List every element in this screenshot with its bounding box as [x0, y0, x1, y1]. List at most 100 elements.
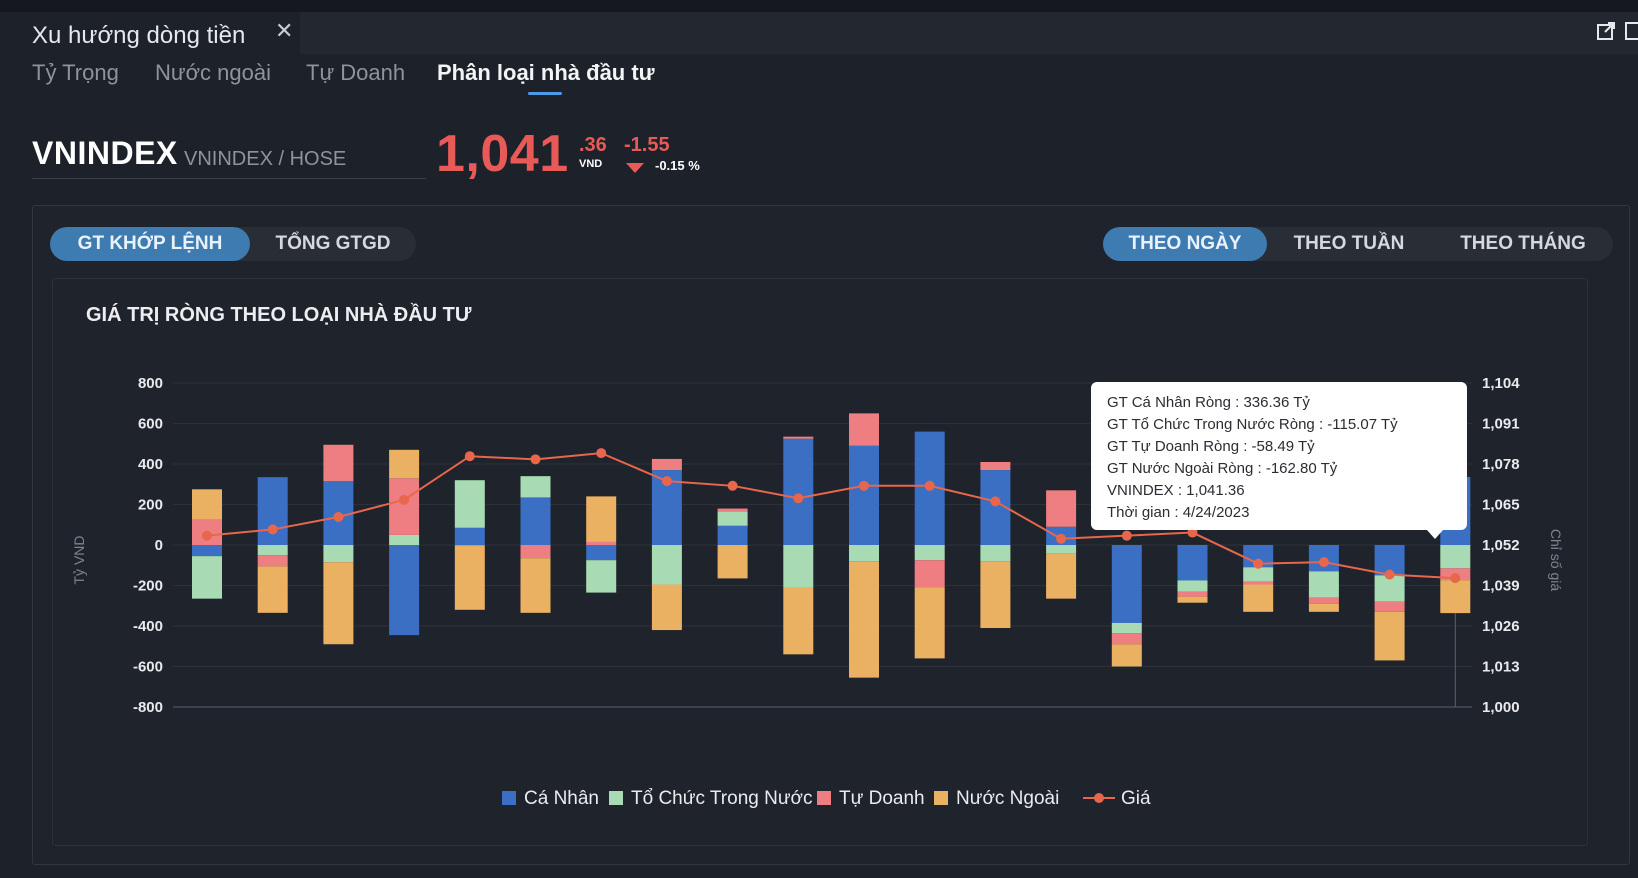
external-link-icon[interactable] [1597, 22, 1615, 40]
symbol-underline [32, 178, 426, 179]
y-tick-label: 400 [138, 456, 163, 473]
price-point [1253, 558, 1264, 569]
bar-segment [980, 545, 1011, 562]
bar-segment [1177, 596, 1208, 603]
bar-segment [586, 541, 617, 545]
bar-segment [454, 480, 485, 528]
bar-segment [849, 445, 879, 545]
bar-segment [192, 556, 222, 599]
chart-tooltip: GT Cá Nhân Ròng : 336.36 Tỷ GT Tổ Chức T… [1091, 382, 1467, 530]
theo-tuan-button[interactable]: THEO TUẦN [1293, 233, 1405, 254]
y2-tick-label: 1,039 [1482, 578, 1520, 595]
tooltip-line-nuoc-ngoai: GT Nước Ngoài Ròng : -162.80 Tỷ [1107, 460, 1338, 477]
bar-segment [717, 511, 748, 526]
bar-segment [783, 587, 814, 655]
price-point [1384, 569, 1395, 580]
tab-nuoc-ngoai[interactable]: Nước ngoài [155, 60, 271, 85]
price-point [990, 496, 1001, 507]
bar-segment [1111, 633, 1142, 645]
window-icon[interactable] [1625, 22, 1638, 40]
y-tick-label: -400 [133, 618, 163, 635]
y2-tick-label: 1,026 [1482, 618, 1520, 635]
bar-segment [914, 560, 945, 588]
bar-segment [520, 545, 551, 559]
theo-ngay-button[interactable]: THEO NGÀY [1103, 227, 1267, 261]
theo-thang-button[interactable]: THEO THÁNG [1460, 233, 1586, 254]
bar-segment [1440, 545, 1471, 569]
bar-segment [1243, 545, 1274, 568]
tab-tu-doanh[interactable]: Tự Doanh [306, 60, 406, 85]
price-point [793, 493, 804, 504]
close-icon[interactable]: ✕ [275, 18, 294, 43]
price-point [1318, 557, 1329, 568]
y-tick-label: 800 [138, 375, 163, 392]
price-change-percent: -0.15 % [655, 158, 700, 173]
price-point [596, 448, 607, 459]
bar-segment [1374, 601, 1405, 612]
bar-segment [389, 449, 420, 479]
bar-segment [717, 545, 748, 579]
bar-segment [520, 497, 551, 545]
bar-segment [1440, 580, 1471, 614]
y-tick-label: -600 [133, 659, 163, 676]
price-point [202, 530, 212, 541]
bar-segment [389, 545, 420, 636]
price-integer: 1,041 [436, 125, 569, 183]
bar-segment [1111, 622, 1142, 634]
bar-segment [1374, 611, 1405, 661]
y2-tick-label: 1,078 [1482, 456, 1520, 473]
tooltip-pointer [1427, 530, 1443, 539]
legend-gia[interactable]: Giá [1083, 788, 1151, 810]
y2-tick-label: 1,000 [1482, 699, 1520, 716]
bar-segment [1111, 545, 1142, 623]
bar-segment [454, 527, 485, 545]
bar-segment [651, 545, 682, 585]
y-tick-label: 0 [155, 537, 163, 554]
bar-segment [651, 458, 682, 471]
bar-segment [454, 545, 485, 547]
legend-ca-nhan[interactable]: Cá Nhân [502, 788, 599, 810]
gt-khop-lenh-button[interactable]: GT KHỚP LỆNH [50, 227, 250, 261]
bar-segment [192, 489, 222, 520]
bar-segment [1046, 490, 1077, 527]
tong-gtgd-button[interactable]: TỔNG GTGD [275, 233, 391, 254]
bar-segment [1111, 644, 1142, 667]
bar-segment [389, 478, 420, 535]
tab-ty-trong[interactable]: Tỷ Trọng [32, 60, 119, 85]
bar-segment [1374, 575, 1405, 602]
tab-phan-loai-nha-dau-tu[interactable]: Phân loại nhà đầu tư [437, 60, 655, 85]
bar-segment [980, 461, 1011, 471]
price-point [661, 476, 672, 487]
bar-segment [1308, 571, 1339, 598]
bar-segment [849, 561, 879, 678]
bar-segment [1243, 581, 1274, 585]
price-point [924, 480, 935, 491]
price-point [399, 494, 410, 505]
tooltip-line-tu-doanh: GT Tự Doanh Ròng : -58.49 Tỷ [1107, 438, 1315, 455]
bar-segment [1177, 591, 1208, 597]
bar-segment [520, 476, 551, 498]
legend-nuoc-ngoai[interactable]: Nước Ngoài [934, 788, 1059, 810]
tooltip-line-vnindex: VNINDEX : 1,041.36 [1107, 482, 1245, 499]
titlebar-strip [300, 12, 1638, 54]
legend-tu-doanh[interactable]: Tự Doanh [817, 788, 925, 810]
bar-segment [257, 555, 288, 567]
tooltip-line-time: Thời gian : 4/24/2023 [1107, 504, 1250, 521]
window-title: Xu hướng dòng tiền [32, 22, 246, 49]
bar-segment [1046, 553, 1077, 599]
bar-segment [323, 562, 354, 645]
legend-to-chuc-trong-nuoc[interactable]: Tổ Chức Trong Nước [609, 788, 813, 810]
bar-segment [717, 508, 748, 512]
bar-segment [257, 566, 288, 613]
y2-tick-label: 1,091 [1482, 416, 1520, 433]
bar-segment [783, 438, 814, 545]
bar-segment [1308, 603, 1339, 612]
price-point [1121, 530, 1132, 541]
bar-segment [323, 444, 354, 482]
bar-segment [717, 525, 748, 545]
bar-segment [1046, 545, 1077, 554]
bar-segment [454, 546, 485, 610]
price-decimal: .36 [579, 134, 607, 156]
bar-segment [1243, 567, 1274, 582]
symbol: VNINDEX [32, 135, 178, 171]
